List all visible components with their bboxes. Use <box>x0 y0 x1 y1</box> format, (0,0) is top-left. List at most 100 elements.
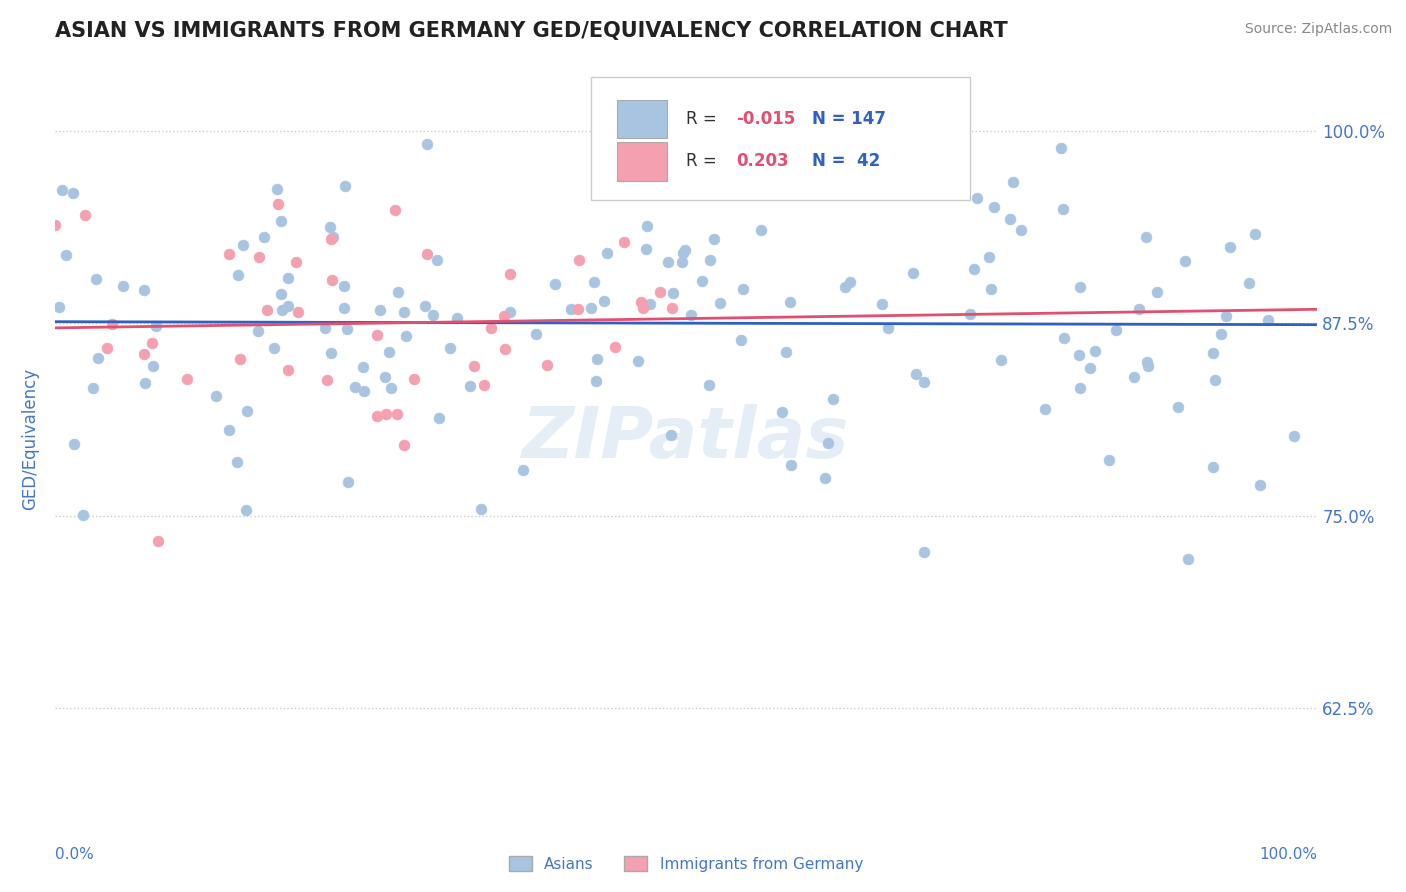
Point <box>277 270 299 285</box>
Point <box>366 409 388 424</box>
FancyBboxPatch shape <box>592 77 970 200</box>
Point <box>1035 401 1057 416</box>
Point <box>322 230 344 244</box>
Point <box>1098 452 1121 467</box>
Point <box>536 358 558 372</box>
Point <box>82 381 104 395</box>
Point <box>246 325 269 339</box>
Point <box>394 329 416 343</box>
Point <box>544 277 567 291</box>
Point <box>101 317 124 331</box>
Point <box>703 232 725 246</box>
Point <box>141 335 163 350</box>
Point <box>770 405 793 419</box>
Point <box>374 407 396 421</box>
Point <box>661 301 683 316</box>
Point <box>87 351 110 366</box>
Point <box>679 308 702 322</box>
Point <box>353 384 375 399</box>
Point <box>634 243 657 257</box>
Point <box>567 302 589 317</box>
Legend: Asians, Immigrants from Germany: Asians, Immigrants from Germany <box>503 850 869 878</box>
Point <box>661 428 683 442</box>
Point <box>271 303 294 318</box>
Point <box>385 407 408 421</box>
Point <box>96 341 118 355</box>
Point <box>62 437 84 451</box>
Point <box>1105 323 1128 337</box>
Point <box>336 475 359 489</box>
Point <box>1137 359 1160 373</box>
Point <box>366 328 388 343</box>
Point <box>512 463 534 477</box>
Point <box>132 283 155 297</box>
Point <box>352 359 374 374</box>
Point <box>1243 227 1265 241</box>
Point <box>404 372 426 386</box>
Point <box>263 341 285 355</box>
Point <box>1201 346 1223 360</box>
Point <box>966 191 988 205</box>
Point <box>585 374 607 388</box>
Point <box>176 372 198 386</box>
Point <box>912 545 935 559</box>
Point <box>494 342 516 356</box>
Point <box>817 436 839 450</box>
Point <box>319 346 342 360</box>
Point <box>145 319 167 334</box>
Point <box>1167 400 1189 414</box>
Text: 0.203: 0.203 <box>737 153 789 170</box>
FancyBboxPatch shape <box>617 100 666 138</box>
Point <box>1204 373 1226 387</box>
Text: Source: ZipAtlas.com: Source: ZipAtlas.com <box>1244 22 1392 37</box>
Point <box>368 302 391 317</box>
Point <box>1128 301 1150 316</box>
Point <box>332 301 354 316</box>
Point <box>314 320 336 334</box>
Point <box>630 295 652 310</box>
Point <box>472 378 495 392</box>
Point <box>839 275 862 289</box>
Point <box>413 299 436 313</box>
Point <box>458 379 481 393</box>
Point <box>394 438 416 452</box>
Point <box>662 286 685 301</box>
Point <box>603 340 626 354</box>
Y-axis label: GED/Equivalency: GED/Equivalency <box>21 368 39 509</box>
Point <box>814 471 837 485</box>
Point <box>229 351 252 366</box>
Point <box>218 423 240 437</box>
Point <box>422 308 444 322</box>
Point <box>979 250 1001 264</box>
Point <box>876 321 898 335</box>
Point <box>267 196 290 211</box>
Point <box>596 246 619 260</box>
Point <box>72 508 94 523</box>
Point <box>387 285 409 300</box>
Text: ASIAN VS IMMIGRANTS FROM GERMANY GED/EQUIVALENCY CORRELATION CHART: ASIAN VS IMMIGRANTS FROM GERMANY GED/EQU… <box>55 21 1008 41</box>
Point <box>235 503 257 517</box>
Point <box>905 368 928 382</box>
Point <box>593 293 616 308</box>
Text: N =  42: N = 42 <box>813 153 880 170</box>
Point <box>1256 312 1278 326</box>
Point <box>1010 223 1032 237</box>
Point <box>111 278 134 293</box>
Point <box>612 235 634 249</box>
Point <box>901 266 924 280</box>
Point <box>912 375 935 389</box>
Point <box>266 182 288 196</box>
Point <box>998 211 1021 226</box>
Point <box>638 297 661 311</box>
Point <box>568 252 591 267</box>
Point <box>673 243 696 257</box>
Point <box>333 179 356 194</box>
Point <box>287 305 309 319</box>
Point <box>657 255 679 269</box>
Point <box>1053 331 1076 345</box>
Point <box>492 309 515 323</box>
Point <box>380 381 402 395</box>
Point <box>142 359 165 374</box>
Text: 100.0%: 100.0% <box>1260 847 1317 862</box>
Point <box>671 254 693 268</box>
